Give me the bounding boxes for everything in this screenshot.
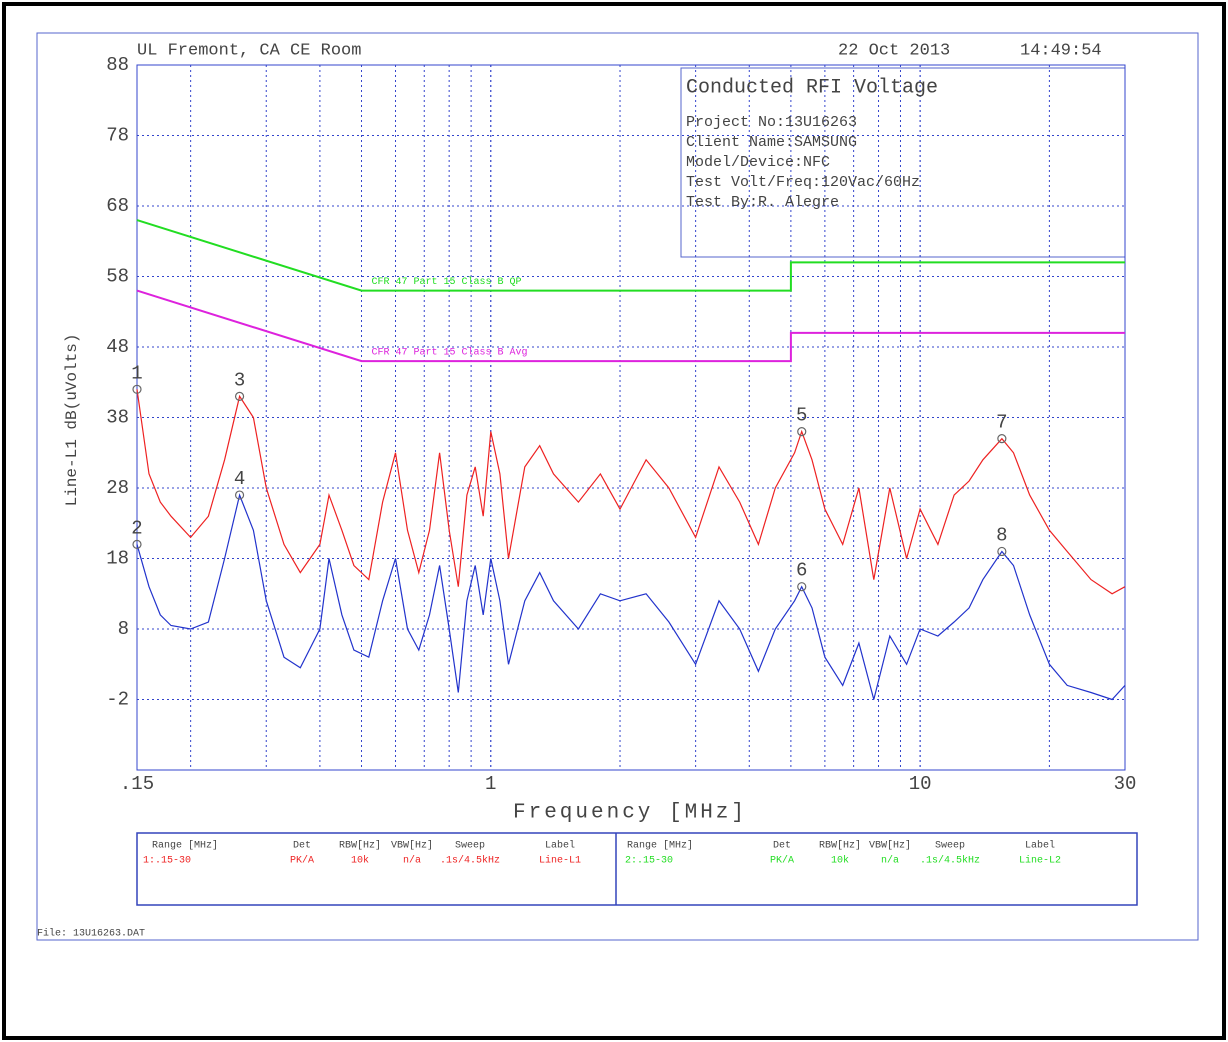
marker — [234, 490, 245, 500]
info-line: Client Name:SAMSUNG — [686, 134, 857, 151]
legend-cell: .1s/4.5kHz — [440, 855, 500, 867]
marker-label: 8 — [996, 524, 1007, 546]
y-tick-label: 18 — [106, 548, 129, 570]
legend-header: Sweep — [935, 841, 965, 852]
marker — [234, 391, 245, 401]
y-tick-label: 78 — [106, 125, 129, 147]
chart-frame — [36, 32, 1199, 941]
y-tick-label: 28 — [106, 477, 129, 499]
x-tick-label: 1 — [485, 773, 496, 795]
legend-cell: .1s/4.5kHz — [920, 855, 980, 867]
info-line: Model/Device:NFC — [686, 154, 830, 171]
info-line: Project No:13U16263 — [686, 114, 857, 131]
marker-label: 1 — [131, 362, 142, 384]
y-tick-label: 48 — [106, 336, 129, 358]
x-tick-label: .15 — [120, 773, 154, 795]
legend-cell: 2:.15-30 — [625, 856, 673, 867]
marker-label: 7 — [996, 412, 1007, 434]
y-tick-label: 88 — [106, 54, 129, 76]
limit-label: CFR 47 Part 15 Class B Avg — [372, 347, 528, 359]
info-line: Test Volt/Freq:120Vac/60Hz — [686, 174, 920, 191]
legend-cell: PK/A — [290, 855, 314, 867]
legend-header: RBW[Hz] — [339, 840, 381, 852]
legend-cell: n/a — [881, 855, 899, 867]
series-line — [136, 493, 1126, 701]
marker-label: 5 — [796, 405, 807, 427]
legend-header: Sweep — [455, 841, 485, 852]
header-date: 22 Oct 2013 — [838, 41, 950, 60]
legend-header: Range [MHz] — [152, 840, 218, 852]
header-left: UL Fremont, CA CE Room — [137, 41, 361, 60]
legend-cell: Line-L2 — [1019, 855, 1061, 867]
marker — [997, 546, 1007, 557]
series-line — [136, 219, 1125, 292]
header-time: 14:49:54 — [1020, 41, 1102, 60]
legend-header: RBW[Hz] — [819, 840, 861, 852]
y-tick-label: 38 — [106, 407, 129, 429]
limit-label: CFR 47 Part 15 Class B QP — [372, 276, 522, 288]
legend-header: Det — [773, 841, 791, 852]
legend-header: Label — [1025, 840, 1055, 852]
legend-box — [136, 832, 1138, 906]
legend-header: Label — [545, 840, 575, 852]
y-tick-label: 68 — [106, 195, 129, 217]
marker — [132, 539, 142, 550]
marker — [132, 384, 142, 394]
x-tick-label: 10 — [909, 773, 932, 795]
legend-cell: Line-L1 — [539, 855, 581, 867]
legend-cell: 10k — [831, 855, 849, 867]
y-tick-label: -2 — [106, 689, 129, 711]
info-title: Conducted RFI Voltage — [686, 76, 938, 99]
legend-cell: PK/A — [770, 855, 794, 867]
marker-label: 2 — [131, 517, 142, 539]
marker — [797, 427, 807, 437]
legend-cell: 10k — [351, 855, 369, 867]
marker-label: 4 — [234, 468, 245, 490]
legend-header: VBW[Hz] — [869, 840, 911, 852]
info-line: Test By:R. Alegre — [686, 194, 839, 211]
series-line — [136, 389, 1126, 595]
series-line — [136, 289, 1125, 363]
legend-header: VBW[Hz] — [391, 840, 433, 852]
info-box — [680, 67, 1126, 258]
legend-cell: n/a — [403, 855, 421, 867]
y-axis-title: Line-L1 dB(uVolts) — [63, 334, 81, 507]
marker-label: 6 — [796, 560, 807, 582]
file-label: File: 13U16263.DAT — [37, 928, 145, 940]
y-tick-label: 8 — [118, 618, 129, 640]
marker — [797, 582, 807, 592]
legend-cell: 1:.15-30 — [143, 856, 191, 867]
legend-header: Det — [293, 841, 311, 852]
x-axis-title: Frequency [MHz] — [513, 802, 747, 825]
x-tick-label: 30 — [1114, 773, 1137, 795]
y-tick-label: 58 — [106, 266, 129, 288]
legend-header: Range [MHz] — [627, 840, 693, 852]
marker — [997, 434, 1007, 444]
marker-label: 3 — [234, 369, 245, 391]
